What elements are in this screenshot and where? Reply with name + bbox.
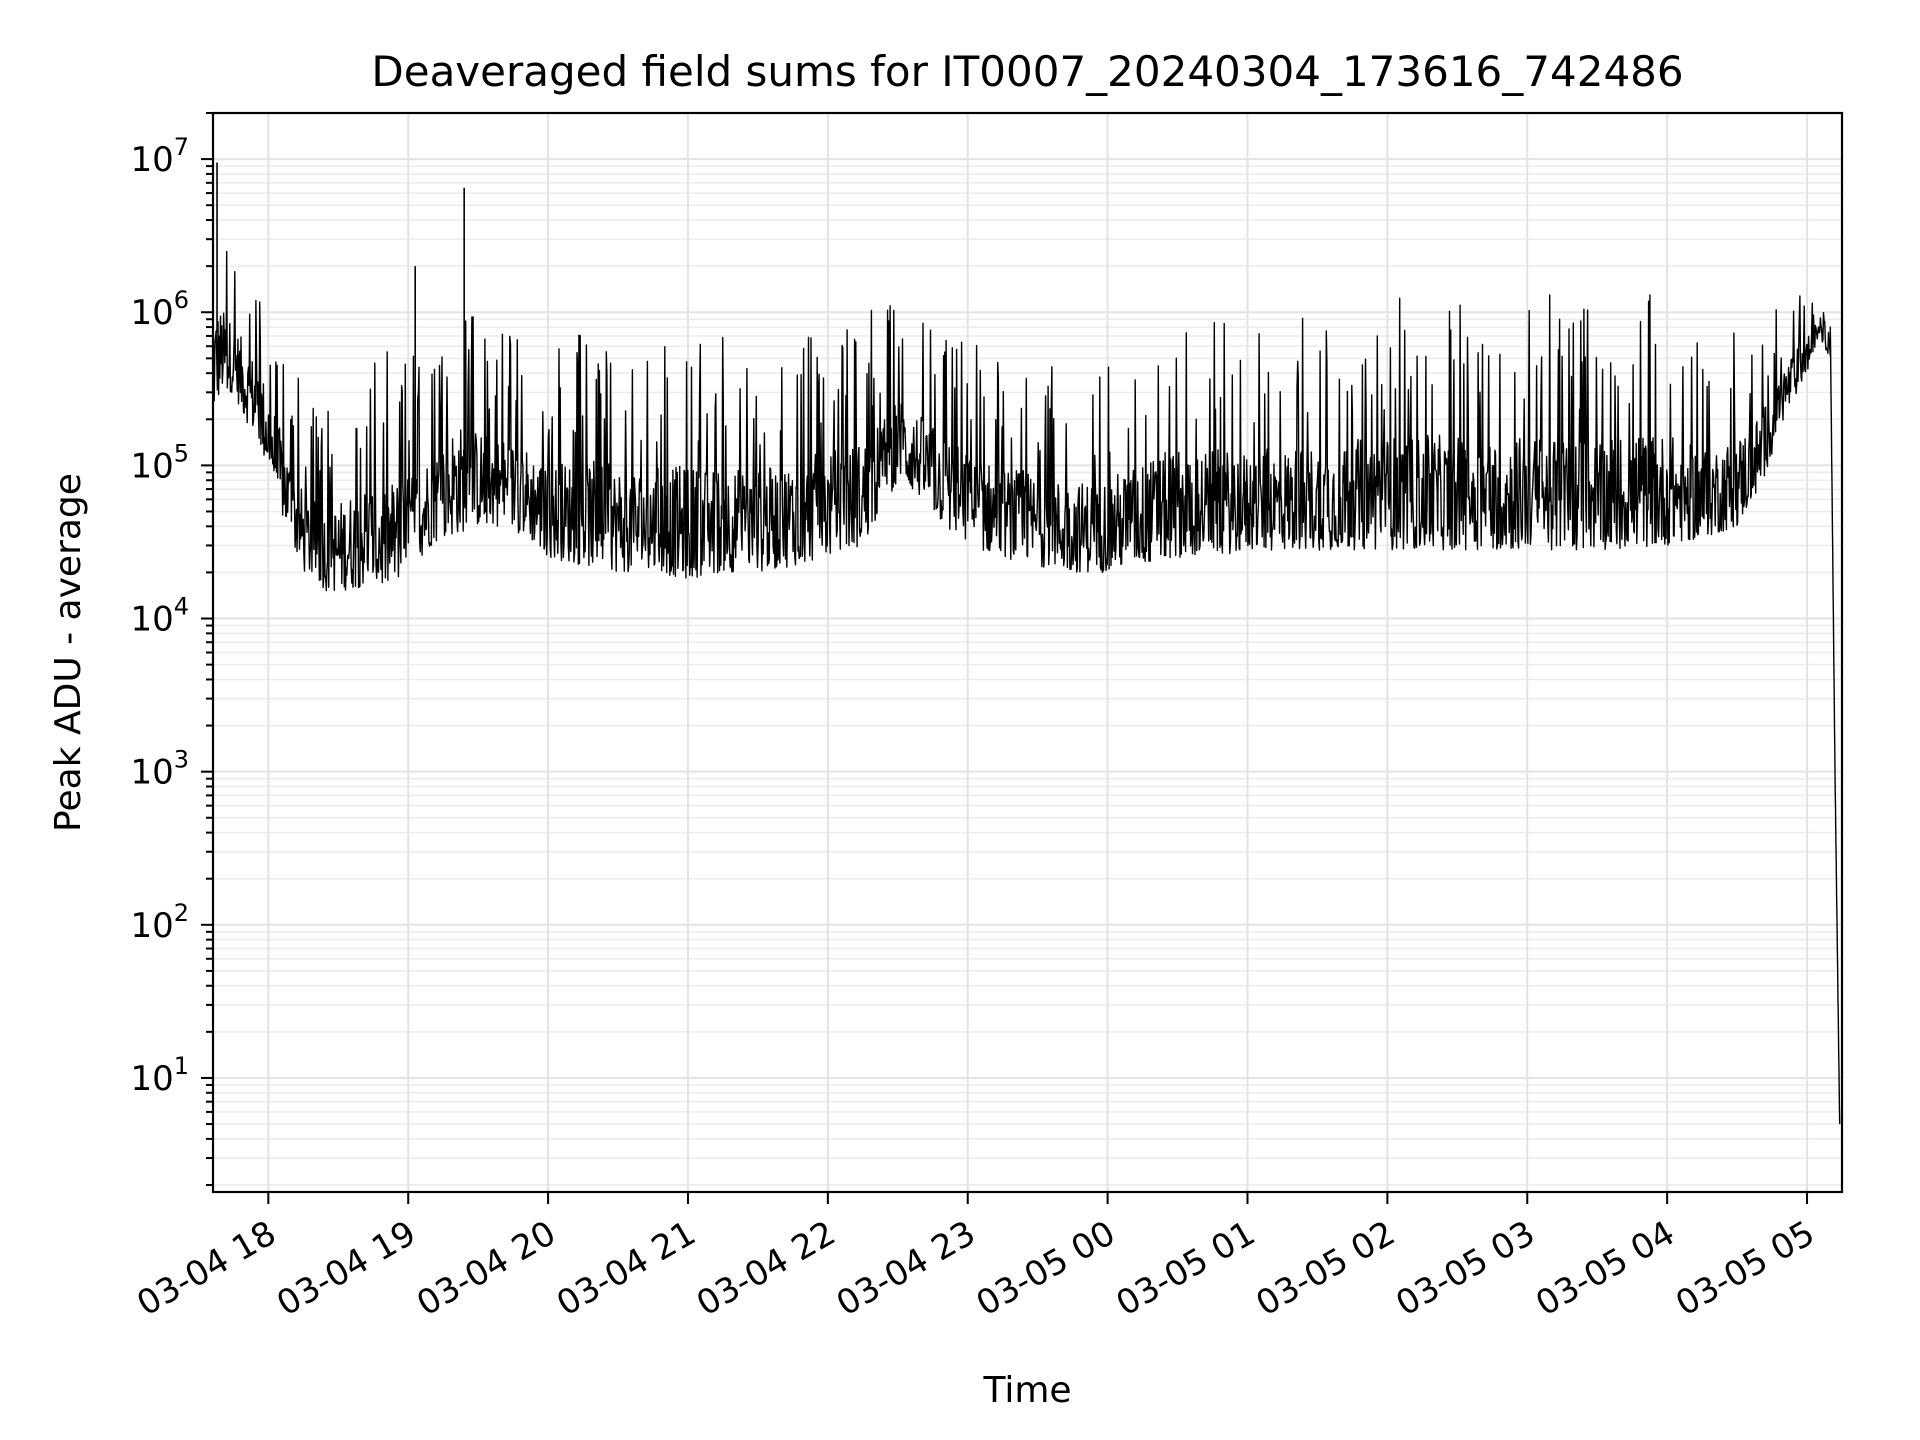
grid [213, 112, 1842, 1192]
x-tick-label: 03-05 02 [1249, 1213, 1401, 1324]
x-tick-label: 03-05 00 [970, 1213, 1122, 1324]
y-tick-label: 107 [130, 133, 189, 180]
chart-title: Deaveraged field sums for IT0007_2024030… [371, 47, 1683, 96]
x-tick-label: 03-04 23 [830, 1213, 982, 1324]
x-tick-label: 03-04 19 [270, 1213, 422, 1324]
y-axis: 101 102 103 104 105 106 107 [130, 112, 213, 1186]
x-axis-label: Time [982, 1370, 1071, 1411]
series-line [211, 250, 1841, 1125]
y-tick-label: 105 [130, 439, 189, 486]
x-tick-label: 03-05 01 [1110, 1213, 1262, 1324]
x-tick-label: 03-04 18 [130, 1213, 282, 1324]
y-tick-label: 106 [130, 286, 189, 333]
y-axis-label: Peak ADU - average [48, 473, 89, 832]
x-tick-label: 03-04 20 [410, 1213, 562, 1324]
y-tick-label: 104 [130, 593, 189, 640]
x-tick-label: 03-04 22 [690, 1213, 842, 1324]
y-tick-label: 102 [130, 899, 189, 946]
x-tick-label: 03-05 03 [1389, 1213, 1541, 1324]
y-tick-label: 101 [130, 1052, 189, 1099]
x-tick-label: 03-04 21 [550, 1213, 702, 1324]
x-tick-label: 03-05 04 [1529, 1213, 1681, 1324]
y-tick-label: 103 [130, 746, 189, 793]
x-tick-label: 03-05 05 [1669, 1213, 1821, 1324]
